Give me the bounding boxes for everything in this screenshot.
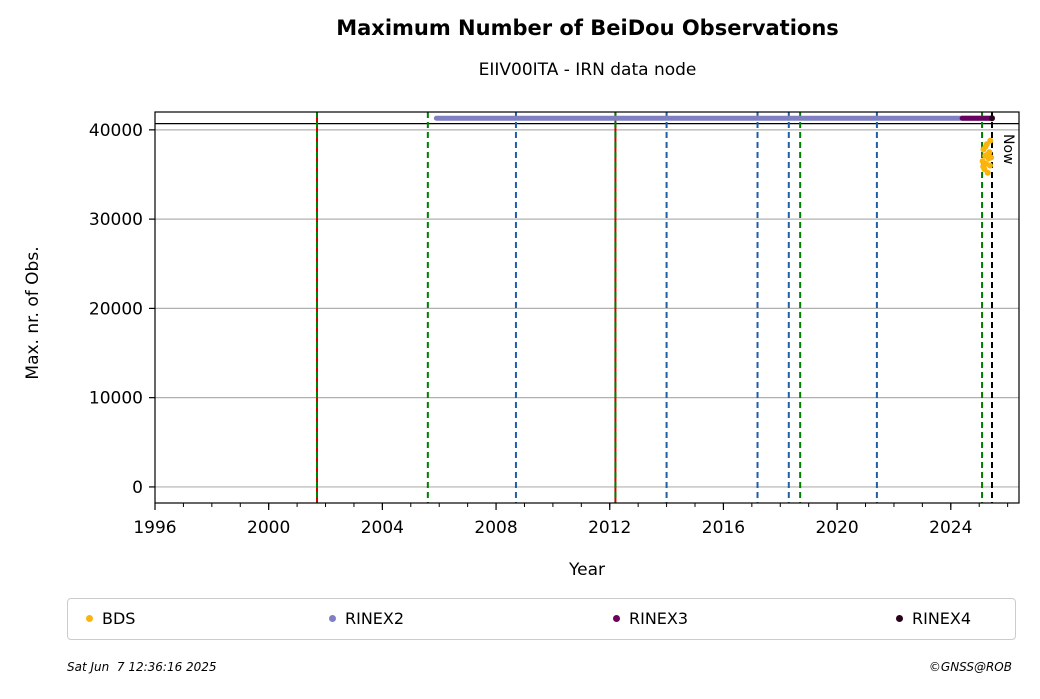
data-point-bds: [982, 143, 989, 150]
now-label: Now: [1000, 134, 1016, 165]
axes: 0 10000 20000 30000 40000 1996 2000 2004 2008 201…: [89, 111, 1020, 538]
data-point-bds: [987, 137, 994, 144]
y-axis-label: Max. nr. of Obs.: [23, 246, 43, 379]
legend-label-bds: BDS: [102, 609, 136, 628]
y-tick-label: 0: [132, 478, 143, 498]
x-tick-label: 2008: [474, 518, 517, 538]
data-point-bds: [984, 169, 991, 176]
footer-timestamp: Sat Jun 7 12:36:16 2025: [67, 660, 217, 674]
footer-credit: ©GNSS@ROB: [928, 660, 1012, 674]
chart-legend: BDS RINEX2 RINEX3 RINEX4: [67, 598, 1016, 640]
chart-svg: 0 10000 20000 30000 40000 1996 2000 2004 2008 201…: [23, 111, 1020, 580]
legend-item-rinex2: RINEX2: [329, 609, 404, 628]
legend-marker-rinex2: [329, 615, 336, 622]
legend-marker-bds: [86, 615, 93, 622]
x-tick-label: 2024: [929, 518, 972, 538]
legend-label-rinex3: RINEX3: [629, 609, 689, 628]
legend-label-rinex2: RINEX2: [345, 609, 405, 628]
legend-marker-rinex3: [613, 615, 620, 622]
y-tick-label: 20000: [89, 299, 143, 319]
legend-item-bds: BDS: [86, 609, 135, 628]
x-tick-label: 2004: [361, 518, 404, 538]
data-point-bds: [980, 163, 987, 170]
legend-item-rinex3: RINEX3: [613, 609, 688, 628]
legend-marker-rinex4: [896, 615, 903, 622]
chart-title: Maximum Number of BeiDou Observations: [336, 16, 839, 40]
data-point-rinex4: [989, 115, 995, 122]
grid-lines: [155, 123, 1019, 488]
x-tick-label: 2000: [247, 518, 290, 538]
data-point-bds: [987, 162, 994, 169]
data-point-bds: [985, 150, 992, 157]
legend-item-rinex4: RINEX4: [896, 609, 971, 628]
y-tick-label: 30000: [89, 210, 143, 230]
y-tick-label: 10000: [89, 389, 143, 409]
plot-frame: [154, 111, 1020, 504]
x-tick-label: 2016: [702, 518, 745, 538]
y-tick-label: 40000: [89, 121, 143, 141]
x-tick-label: 1996: [133, 518, 176, 538]
x-tick-label: 2012: [588, 518, 631, 538]
x-tick-label: 2020: [815, 518, 858, 538]
legend-label-rinex4: RINEX4: [912, 609, 972, 628]
chart-subtitle: EIIV00ITA - IRN data node: [478, 60, 697, 80]
data-points: [433, 115, 995, 176]
event-lines: [316, 112, 993, 503]
x-axis-label: Year: [568, 560, 605, 580]
